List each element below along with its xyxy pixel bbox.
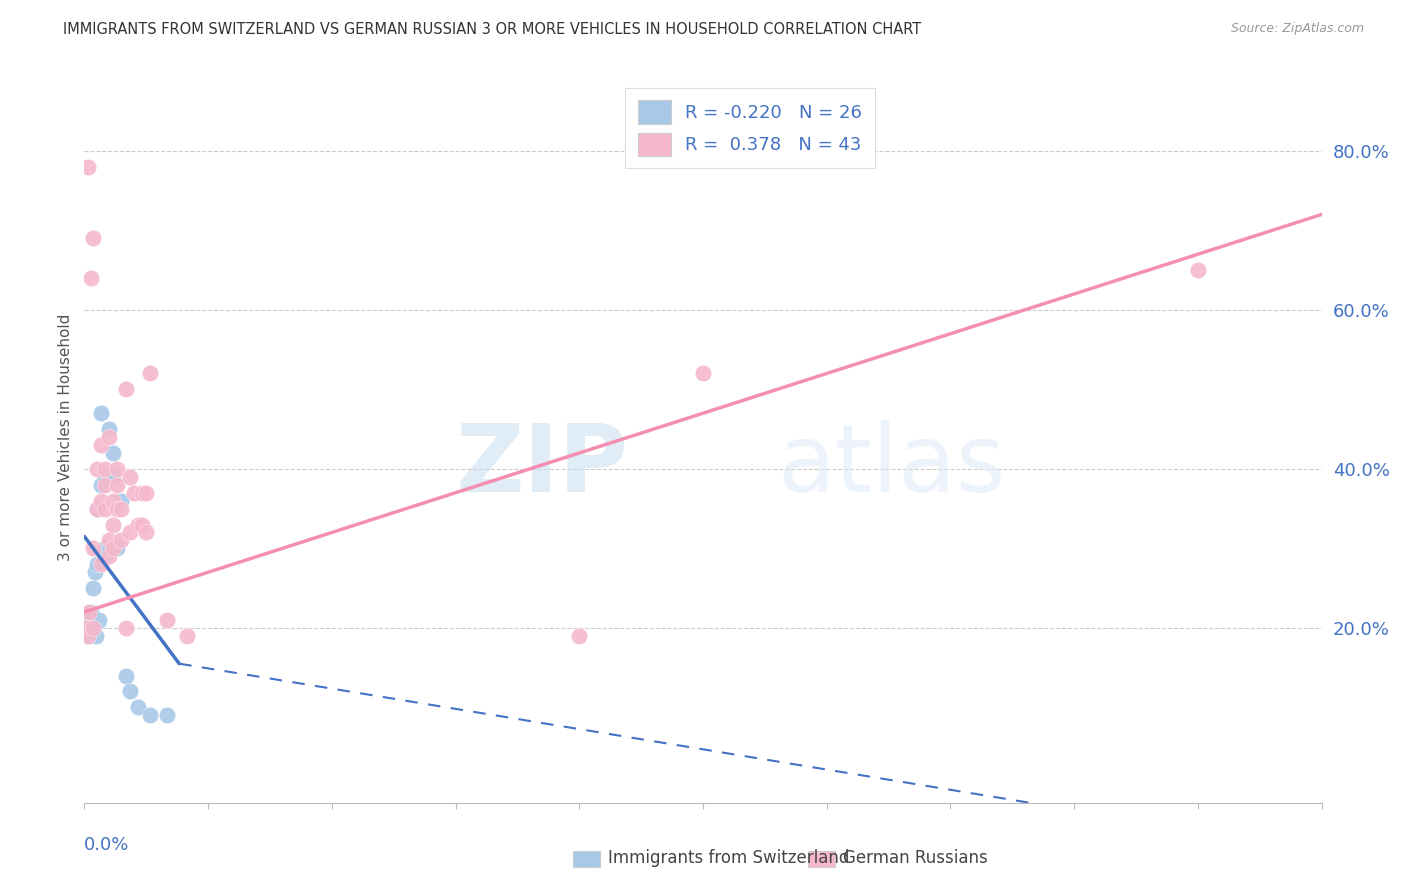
Point [98, 430, 121, 444]
FancyBboxPatch shape [574, 851, 600, 867]
Point [105, 462, 128, 476]
Point [90, 558, 112, 572]
Point [79, 605, 101, 619]
Point [122, 485, 145, 500]
Point [103, 493, 125, 508]
Point [94, 501, 117, 516]
Point [94, 541, 117, 556]
Point [79, 271, 101, 285]
Text: Source: ZipAtlas.com: Source: ZipAtlas.com [1230, 22, 1364, 36]
Point [135, 485, 157, 500]
Point [83, 566, 105, 580]
FancyBboxPatch shape [808, 851, 835, 867]
Point [105, 477, 128, 491]
Point [127, 700, 149, 714]
Point [139, 367, 162, 381]
Point [110, 493, 132, 508]
Point [156, 613, 179, 627]
Point [114, 668, 136, 682]
Point [98, 549, 121, 564]
Point [114, 383, 136, 397]
Point [135, 525, 157, 540]
Point [94, 549, 117, 564]
Point [1187, 263, 1209, 277]
Point [87, 613, 110, 627]
Point [86, 501, 108, 516]
Point [86, 501, 108, 516]
Point [90, 477, 112, 491]
Point [94, 477, 117, 491]
Text: ZIP: ZIP [456, 420, 628, 512]
Point [568, 629, 591, 643]
Point [118, 470, 141, 484]
Point [118, 684, 141, 698]
Point [77, 629, 100, 643]
Point [84, 629, 107, 643]
Point [77, 629, 100, 643]
Point [82, 621, 104, 635]
Point [82, 541, 104, 556]
Point [75, 621, 97, 635]
Point [82, 621, 104, 635]
Point [127, 517, 149, 532]
Point [103, 517, 125, 532]
Point [114, 621, 136, 635]
Point [131, 517, 153, 532]
Point [176, 629, 198, 643]
Point [79, 613, 101, 627]
Legend: R = -0.220   N = 26, R =  0.378   N = 43: R = -0.220 N = 26, R = 0.378 N = 43 [626, 87, 875, 169]
Point [86, 558, 108, 572]
Point [90, 406, 112, 420]
Point [98, 533, 121, 548]
Point [82, 231, 104, 245]
Point [90, 493, 112, 508]
Point [79, 605, 101, 619]
Point [692, 367, 714, 381]
Text: IMMIGRANTS FROM SWITZERLAND VS GERMAN RUSSIAN 3 OR MORE VEHICLES IN HOUSEHOLD CO: IMMIGRANTS FROM SWITZERLAND VS GERMAN RU… [63, 22, 921, 37]
Point [105, 541, 128, 556]
Point [103, 446, 125, 460]
Point [94, 462, 117, 476]
Point [90, 438, 112, 452]
Point [86, 462, 108, 476]
Point [103, 470, 125, 484]
Point [98, 422, 121, 436]
Text: atlas: atlas [778, 420, 1005, 512]
Y-axis label: 3 or more Vehicles in Household: 3 or more Vehicles in Household [58, 313, 73, 561]
Point [105, 501, 128, 516]
Point [110, 533, 132, 548]
Point [103, 541, 125, 556]
Point [110, 501, 132, 516]
Point [77, 160, 100, 174]
Point [76, 621, 98, 635]
Point [118, 525, 141, 540]
Text: Immigrants from Switzerland: Immigrants from Switzerland [607, 849, 849, 867]
Text: 0.0%: 0.0% [84, 836, 129, 854]
Point [131, 485, 153, 500]
Point [94, 470, 117, 484]
Point [156, 708, 179, 723]
Point [139, 708, 162, 723]
Text: German Russians: German Russians [842, 849, 987, 867]
Point [82, 581, 104, 595]
